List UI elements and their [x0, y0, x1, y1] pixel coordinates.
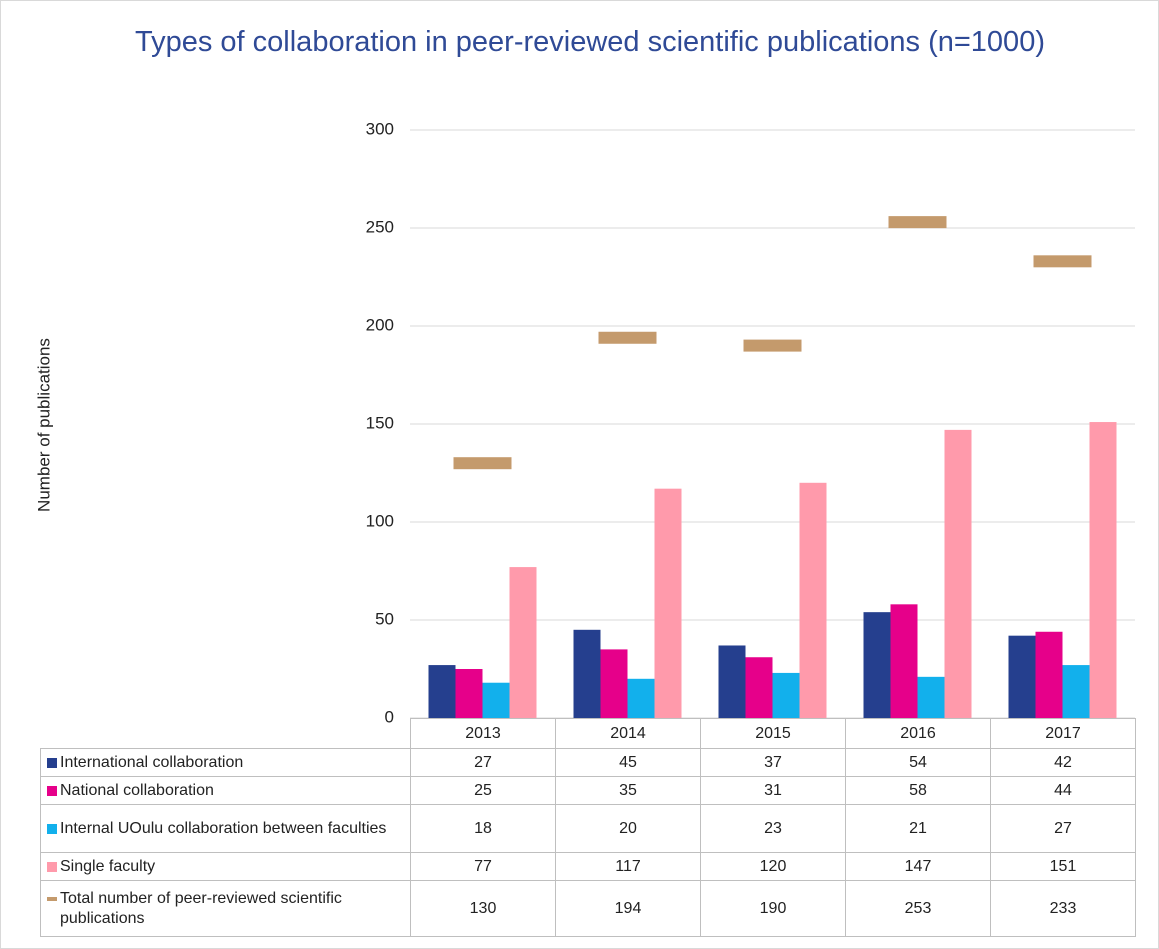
x-tick-label: 2015: [700, 718, 846, 749]
legend-cell: International collaboration: [40, 748, 411, 777]
value-cell: 31: [700, 776, 846, 805]
table-row: Total number of peer-reviewed scientific…: [40, 880, 1136, 937]
bar: [455, 669, 483, 718]
legend-cell: Internal UOulu collaboration between fac…: [40, 804, 411, 853]
total-marker: [743, 339, 802, 352]
bar: [1008, 635, 1036, 718]
bar: [890, 604, 918, 718]
value-cell: 37: [700, 748, 846, 777]
value-cell: 233: [990, 880, 1136, 937]
value-cell: 35: [555, 776, 701, 805]
bar: [573, 629, 601, 718]
legend-label: Internal UOulu collaboration between fac…: [60, 819, 387, 837]
table-row: National collaboration 25 35 31 58 44: [40, 776, 1136, 805]
value-cell: 23: [700, 804, 846, 853]
bar: [745, 657, 773, 718]
value-cell: 54: [845, 748, 991, 777]
legend-cell: National collaboration: [40, 776, 411, 805]
value-cell: 45: [555, 748, 701, 777]
value-cell: 194: [555, 880, 701, 937]
table-row: Internal UOulu collaboration between fac…: [40, 804, 1136, 853]
bar: [917, 676, 945, 718]
bar: [863, 612, 891, 718]
total-marker: [453, 457, 512, 470]
value-cell: 18: [410, 804, 556, 853]
y-tick-label: 250: [366, 217, 394, 236]
legend-label: Total number of peer-reviewed scientific…: [60, 889, 342, 927]
value-cell: 27: [410, 748, 556, 777]
legend-label: National collaboration: [60, 781, 214, 799]
value-cell: 77: [410, 852, 556, 881]
y-tick-label: 100: [366, 511, 394, 530]
x-tick-label: 2014: [555, 718, 701, 749]
data-table: 2013 2014 2015 2016 2017 International collab…: [40, 718, 1136, 937]
y-tick-label: 150: [366, 413, 394, 432]
bar: [428, 665, 456, 718]
legend-cell: Single faculty: [40, 852, 411, 881]
value-cell: 120: [700, 852, 846, 881]
total-marker: [888, 216, 947, 229]
value-cell: 42: [990, 748, 1136, 777]
bar: [718, 645, 746, 718]
corner: [40, 718, 411, 749]
bar: [772, 672, 800, 718]
legend-entry: National collaboration: [47, 781, 406, 801]
value-cell: 27: [990, 804, 1136, 853]
value-cell: 253: [845, 880, 991, 937]
legend-key: [47, 785, 57, 796]
bar: [1062, 665, 1090, 718]
table-row: International collaboration 27 45 37 54 42: [40, 748, 1136, 777]
value-cell: 130: [410, 880, 556, 937]
bar: [600, 649, 628, 718]
legend-cell: Total number of peer-reviewed scientific…: [40, 880, 411, 937]
legend-entry: International collaboration: [47, 753, 406, 773]
table-row: Single faculty 77 117 120 147 151: [40, 852, 1136, 881]
value-cell: 21: [845, 804, 991, 853]
legend-entry: Total number of peer-reviewed scientific…: [47, 889, 406, 929]
y-tick-label: 200: [366, 315, 394, 334]
value-cell: 147: [845, 852, 991, 881]
x-tick-label: 2017: [990, 718, 1136, 749]
total-marker: [598, 331, 657, 344]
x-tick-label: 2013: [410, 718, 556, 749]
legend-label: International collaboration: [60, 753, 244, 771]
bar: [1035, 631, 1063, 718]
x-tick-label: 2016: [845, 718, 991, 749]
value-cell: 25: [410, 776, 556, 805]
y-axis-label: Number of publications: [34, 338, 53, 512]
value-cell: 117: [555, 852, 701, 881]
bar: [482, 682, 510, 718]
value-cell: 20: [555, 804, 701, 853]
legend-key: [47, 823, 57, 834]
bar: [1089, 422, 1117, 718]
value-cell: 44: [990, 776, 1136, 805]
header-row: 2013 2014 2015 2016 2017: [40, 718, 1136, 749]
legend-entry: Internal UOulu collaboration between fac…: [47, 819, 406, 839]
legend-key: [47, 757, 57, 768]
y-tick-label: 300: [366, 119, 394, 138]
bar: [799, 482, 827, 718]
total-marker: [1033, 255, 1092, 268]
y-tick-label: 0: [385, 707, 394, 726]
legend-key: [47, 896, 57, 901]
value-cell: 151: [990, 852, 1136, 881]
legend-entry: Single faculty: [47, 857, 406, 877]
value-cell: 190: [700, 880, 846, 937]
legend-label: Single faculty: [60, 857, 156, 875]
chart-title: Types of collaboration in peer-reviewed …: [135, 26, 1045, 58]
value-cell: 58: [845, 776, 991, 805]
bar: [944, 429, 972, 718]
bar: [509, 567, 537, 718]
bar: [627, 678, 655, 718]
bar: [654, 488, 682, 718]
y-tick-label: 50: [375, 609, 394, 628]
legend-key: [47, 861, 57, 872]
